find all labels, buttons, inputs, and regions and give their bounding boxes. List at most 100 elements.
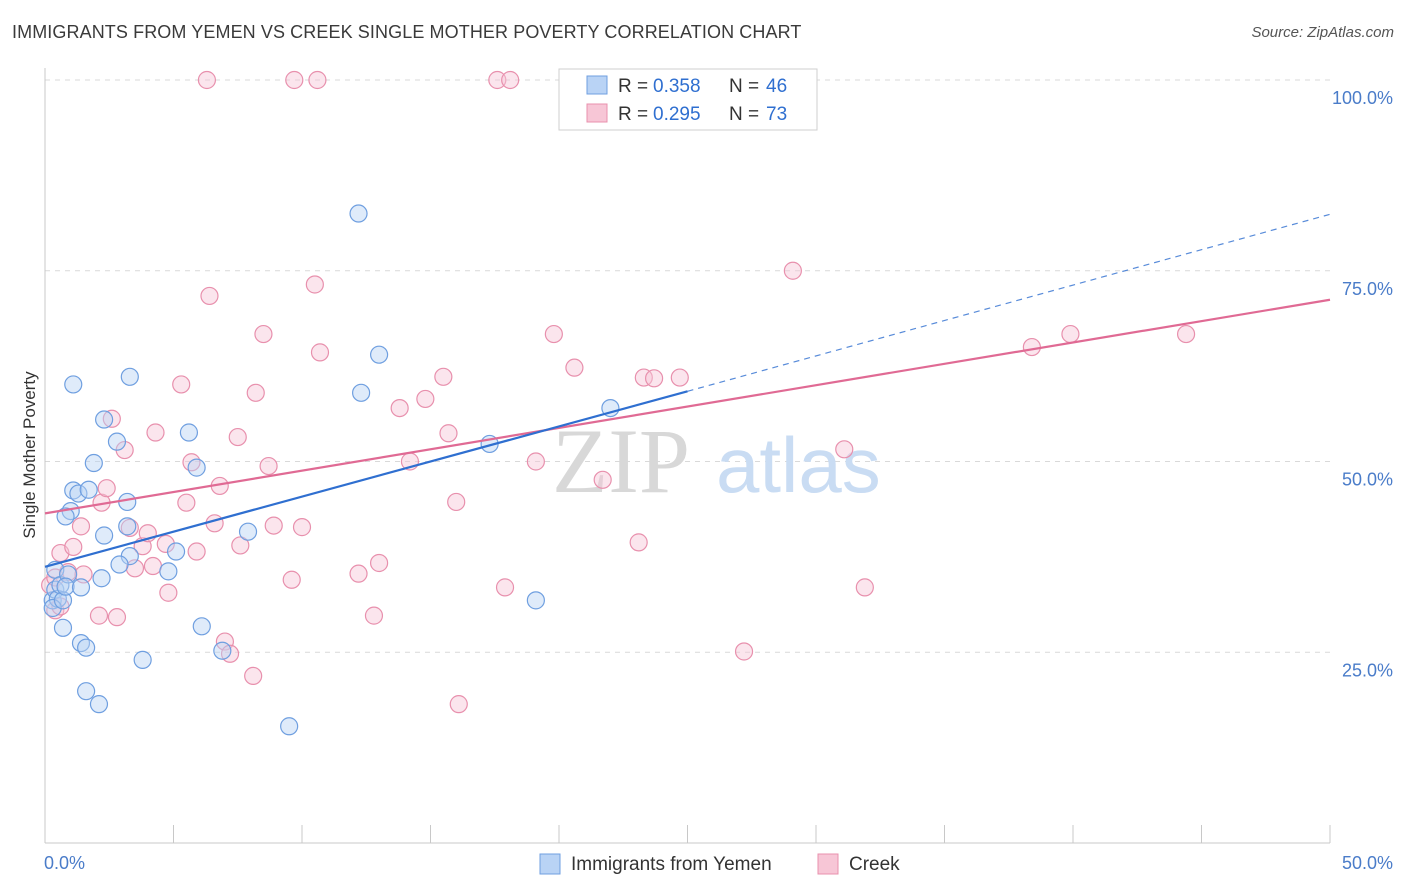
data-point (95, 526, 114, 545)
data-point (56, 507, 75, 526)
data-point (197, 70, 217, 90)
data-point (282, 570, 301, 589)
data-point (305, 275, 324, 294)
legend-n-value-2: 73 (766, 104, 787, 125)
data-point (280, 717, 299, 736)
data-point (783, 261, 802, 280)
data-point (89, 606, 109, 625)
data-point (644, 369, 664, 388)
data-point (166, 542, 186, 561)
data-point (92, 569, 111, 588)
data-point (855, 578, 874, 597)
data-point (292, 518, 312, 537)
data-point (84, 453, 103, 473)
data-point (565, 358, 584, 377)
data-point (349, 204, 368, 223)
y-tick-label: 75.0% (1342, 279, 1393, 299)
data-point (89, 695, 109, 714)
data-point (264, 516, 283, 535)
y-axis-label: Single Mother Poverty (20, 371, 39, 539)
data-point (53, 591, 73, 610)
data-point (1022, 337, 1041, 357)
data-point (228, 427, 247, 447)
watermark: ZIP atlas (552, 410, 881, 512)
data-point (102, 409, 121, 428)
data-point (107, 608, 127, 627)
watermark-atlas: atlas (716, 421, 881, 509)
grid-lines (45, 79, 1330, 653)
data-point (634, 368, 653, 387)
data-point (110, 555, 129, 574)
data-point (107, 432, 127, 451)
data-point (254, 324, 273, 344)
data-point (308, 70, 327, 90)
y-tick-label: 50.0% (1342, 470, 1393, 490)
x-tick-max: 50.0% (1342, 853, 1393, 873)
data-point (64, 537, 83, 557)
trend-lines (44, 213, 1331, 568)
data-point (310, 343, 330, 362)
data-point (118, 492, 137, 512)
creek-points (41, 70, 1196, 714)
data-point (352, 383, 371, 402)
data-point (97, 479, 116, 498)
data-point (259, 456, 278, 476)
bottom-legend-creek: Creek (849, 854, 900, 875)
data-point (77, 638, 96, 657)
data-point (156, 534, 175, 554)
legend-swatch-creek (586, 103, 608, 123)
data-point (349, 564, 368, 583)
data-point (734, 642, 754, 661)
data-point (159, 583, 178, 602)
legend-r-value-2: 0.295 (653, 104, 701, 125)
data-point (238, 522, 258, 541)
creek-trend-line (44, 298, 1331, 515)
data-point (56, 577, 75, 596)
data-point (370, 553, 389, 573)
data-point (179, 423, 199, 442)
bottom-legend-swatch-yemen (539, 853, 561, 875)
data-point (488, 70, 507, 90)
data-point (447, 492, 466, 512)
data-point (285, 70, 304, 90)
data-point (200, 286, 219, 306)
data-point (670, 368, 689, 387)
data-point (244, 666, 263, 686)
bottom-legend-swatch-creek (817, 853, 839, 875)
legend: R = 0.358 N = 46 R = 0.295 N = 73 (558, 68, 818, 131)
data-point (187, 542, 206, 561)
data-point (495, 578, 515, 597)
bottom-legend: Immigrants from Yemen Creek (539, 853, 900, 875)
data-point (64, 375, 83, 394)
data-point (71, 578, 91, 597)
data-point (53, 618, 73, 637)
legend-n-label-2: N = (729, 104, 759, 125)
data-point (118, 517, 137, 536)
data-point (544, 324, 563, 344)
data-point (501, 70, 520, 90)
axes (44, 68, 1331, 844)
yemen-trend-line (44, 390, 688, 568)
data-point (205, 514, 224, 533)
legend-n-value-1: 46 (766, 76, 787, 97)
data-point (120, 367, 139, 386)
data-point (77, 682, 96, 701)
y-tick-label: 100.0% (1332, 88, 1393, 108)
data-point (1061, 324, 1080, 344)
yemen-points (43, 204, 620, 736)
data-point (1176, 324, 1196, 344)
data-point (439, 424, 458, 443)
y-tick-label: 25.0% (1342, 660, 1393, 680)
legend-r-label-1: R = (618, 76, 648, 97)
x-tick-min: 0.0% (44, 853, 85, 873)
chart-title: IMMIGRANTS FROM YEMEN VS CREEK SINGLE MO… (12, 22, 802, 42)
data-point (593, 470, 612, 489)
data-point (416, 389, 435, 409)
legend-n-label-1: N = (729, 76, 759, 97)
data-point (172, 375, 191, 394)
data-point (79, 480, 98, 499)
data-point (177, 493, 196, 512)
data-point (182, 453, 201, 472)
y-tick-labels: 25.0% 50.0% 75.0% 100.0% (1332, 88, 1393, 680)
